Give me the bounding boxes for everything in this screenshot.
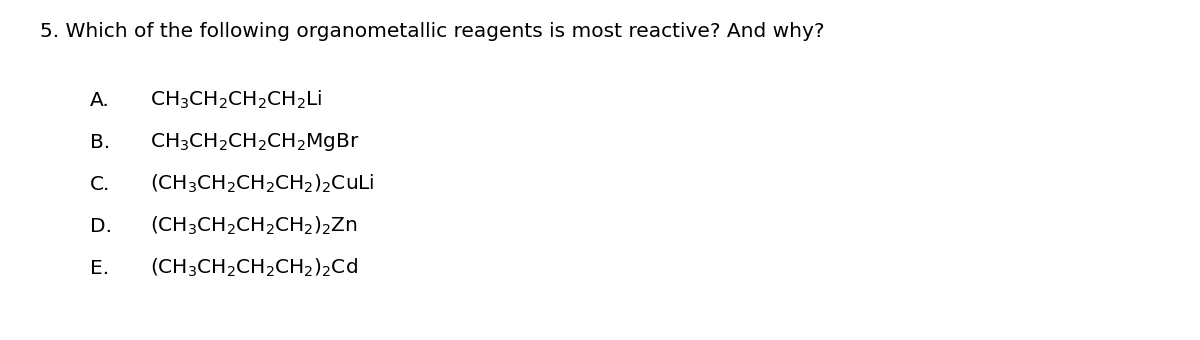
Text: $\mathrm{(CH_3CH_2CH_2CH_2)_2Cd}$: $\mathrm{(CH_3CH_2CH_2CH_2)_2Cd}$ [150, 257, 358, 279]
Text: A.: A. [90, 90, 109, 109]
Text: B.: B. [90, 133, 110, 152]
Text: C.: C. [90, 174, 110, 193]
Text: E.: E. [90, 258, 109, 277]
Text: $\mathrm{CH_3CH_2CH_2CH_2Li}$: $\mathrm{CH_3CH_2CH_2CH_2Li}$ [150, 89, 323, 111]
Text: $\mathrm{(CH_3CH_2CH_2CH_2)_2CuLi}$: $\mathrm{(CH_3CH_2CH_2CH_2)_2CuLi}$ [150, 173, 374, 195]
Text: 5. Which of the following organometallic reagents is most reactive? And why?: 5. Which of the following organometallic… [40, 22, 824, 41]
Text: $\mathrm{(CH_3CH_2CH_2CH_2)_2Zn}$: $\mathrm{(CH_3CH_2CH_2CH_2)_2Zn}$ [150, 215, 358, 237]
Text: $\mathrm{CH_3CH_2CH_2CH_2MgBr}$: $\mathrm{CH_3CH_2CH_2CH_2MgBr}$ [150, 131, 360, 153]
Text: D.: D. [90, 217, 112, 236]
